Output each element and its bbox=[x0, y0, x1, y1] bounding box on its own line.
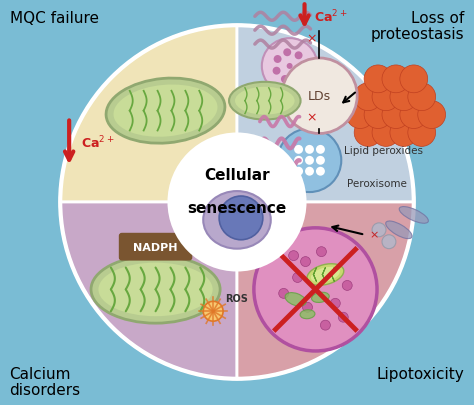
Circle shape bbox=[278, 129, 341, 193]
Ellipse shape bbox=[99, 263, 213, 316]
Circle shape bbox=[408, 119, 436, 147]
Ellipse shape bbox=[399, 207, 428, 224]
Ellipse shape bbox=[113, 85, 218, 137]
Circle shape bbox=[273, 56, 282, 64]
Text: Peroxisome: Peroxisome bbox=[347, 179, 407, 189]
Circle shape bbox=[167, 133, 307, 272]
Text: Lysosome: Lysosome bbox=[250, 210, 301, 220]
Ellipse shape bbox=[307, 264, 344, 286]
Circle shape bbox=[316, 167, 325, 176]
Text: MQC failure: MQC failure bbox=[9, 11, 99, 26]
Circle shape bbox=[294, 156, 303, 165]
Ellipse shape bbox=[106, 79, 225, 144]
Circle shape bbox=[305, 156, 314, 165]
Circle shape bbox=[203, 302, 223, 322]
Ellipse shape bbox=[386, 222, 412, 239]
Circle shape bbox=[316, 145, 325, 154]
Text: Ca$^{2+}$: Ca$^{2+}$ bbox=[314, 9, 348, 26]
Circle shape bbox=[317, 247, 327, 257]
Circle shape bbox=[300, 65, 307, 73]
Text: senescence: senescence bbox=[187, 183, 287, 215]
Circle shape bbox=[281, 76, 289, 84]
Text: Ca$^{2+}$: Ca$^{2+}$ bbox=[265, 180, 298, 197]
Text: Lipid peroxides: Lipid peroxides bbox=[345, 146, 423, 156]
Circle shape bbox=[294, 167, 303, 176]
Text: NADPH: NADPH bbox=[133, 242, 178, 252]
Wedge shape bbox=[237, 202, 414, 379]
Circle shape bbox=[283, 49, 291, 57]
Circle shape bbox=[295, 52, 302, 60]
Circle shape bbox=[382, 235, 396, 249]
Circle shape bbox=[382, 101, 410, 129]
Circle shape bbox=[330, 298, 340, 309]
Circle shape bbox=[292, 75, 301, 83]
Ellipse shape bbox=[285, 293, 306, 306]
Text: ROS: ROS bbox=[225, 294, 248, 304]
Circle shape bbox=[287, 64, 292, 70]
Ellipse shape bbox=[229, 83, 301, 120]
Circle shape bbox=[302, 303, 312, 313]
Circle shape bbox=[372, 223, 386, 237]
Circle shape bbox=[354, 119, 382, 147]
Text: proteostasis: proteostasis bbox=[371, 27, 465, 42]
Text: Cellular: Cellular bbox=[204, 168, 270, 183]
Circle shape bbox=[364, 101, 392, 129]
Ellipse shape bbox=[91, 256, 220, 323]
Circle shape bbox=[408, 83, 436, 111]
Circle shape bbox=[300, 63, 308, 71]
Circle shape bbox=[254, 228, 377, 351]
Circle shape bbox=[338, 313, 348, 322]
Wedge shape bbox=[237, 26, 414, 202]
Text: Ca$^{2+}$: Ca$^{2+}$ bbox=[81, 135, 114, 151]
Ellipse shape bbox=[300, 310, 315, 319]
Circle shape bbox=[372, 119, 400, 147]
Ellipse shape bbox=[311, 292, 329, 303]
Circle shape bbox=[305, 167, 314, 176]
Circle shape bbox=[330, 265, 340, 275]
Circle shape bbox=[354, 83, 382, 111]
Circle shape bbox=[273, 68, 281, 75]
Circle shape bbox=[294, 145, 303, 154]
Circle shape bbox=[316, 156, 325, 165]
Circle shape bbox=[342, 281, 352, 291]
Circle shape bbox=[301, 257, 310, 267]
Circle shape bbox=[282, 59, 357, 134]
Text: ×: × bbox=[306, 32, 317, 45]
Ellipse shape bbox=[311, 267, 340, 283]
Circle shape bbox=[390, 83, 418, 111]
Text: Calcium: Calcium bbox=[9, 366, 71, 381]
Circle shape bbox=[400, 101, 428, 129]
Circle shape bbox=[289, 251, 299, 261]
Text: ×: × bbox=[369, 230, 379, 240]
Text: Lipotoxicity: Lipotoxicity bbox=[377, 366, 465, 381]
Circle shape bbox=[346, 101, 374, 129]
Circle shape bbox=[219, 196, 263, 240]
Ellipse shape bbox=[235, 87, 295, 115]
FancyBboxPatch shape bbox=[119, 233, 192, 261]
Circle shape bbox=[390, 119, 418, 147]
Circle shape bbox=[418, 101, 446, 129]
Circle shape bbox=[364, 66, 392, 94]
Wedge shape bbox=[60, 26, 237, 202]
Circle shape bbox=[279, 289, 289, 298]
Ellipse shape bbox=[203, 192, 271, 249]
Text: ×: × bbox=[306, 111, 317, 124]
Circle shape bbox=[305, 145, 314, 154]
Circle shape bbox=[400, 66, 428, 94]
Circle shape bbox=[262, 39, 318, 94]
Text: LDs: LDs bbox=[308, 90, 331, 103]
Text: Loss of: Loss of bbox=[411, 11, 465, 26]
Wedge shape bbox=[60, 202, 237, 379]
Circle shape bbox=[382, 66, 410, 94]
Circle shape bbox=[372, 83, 400, 111]
Text: disorders: disorders bbox=[9, 382, 81, 397]
Circle shape bbox=[292, 273, 302, 283]
Circle shape bbox=[320, 320, 330, 330]
